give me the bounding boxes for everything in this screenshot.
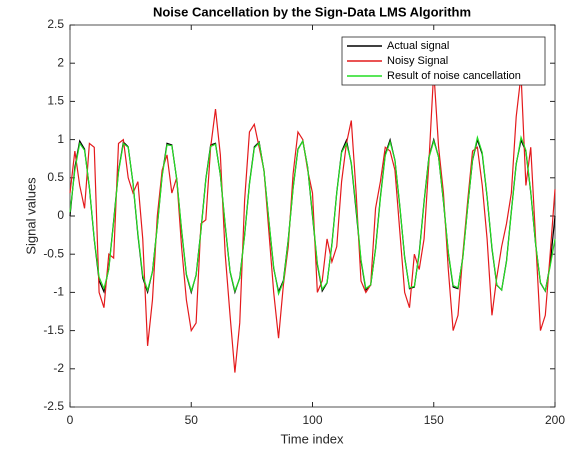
y-tick-label: -0.5 — [43, 246, 64, 260]
chart-title: Noise Cancellation by the Sign-Data LMS … — [153, 4, 471, 19]
x-axis-label: Time index — [280, 431, 344, 446]
y-tick-label: 0.5 — [47, 170, 64, 184]
y-tick-label: -2 — [53, 361, 64, 375]
y-tick-label: 1 — [57, 132, 64, 146]
x-tick-label: 200 — [545, 413, 565, 427]
legend-label: Noisy Signal — [387, 55, 448, 67]
y-tick-label: 1.5 — [47, 94, 64, 108]
x-tick-label: 150 — [424, 413, 444, 427]
x-tick-label: 100 — [302, 413, 322, 427]
x-tick-label: 0 — [67, 413, 74, 427]
y-tick-label: -2.5 — [43, 399, 64, 413]
x-tick-label: 50 — [185, 413, 199, 427]
y-axis-label: Signal values — [23, 177, 38, 255]
y-tick-label: 0 — [57, 208, 64, 222]
series-line — [69, 134, 556, 297]
legend-label: Result of noise cancellation — [387, 70, 521, 82]
y-tick-label: -1.5 — [43, 323, 64, 337]
y-tick-label: 2 — [57, 55, 64, 69]
legend-label: Actual signal — [387, 40, 449, 52]
y-tick-label: 2.5 — [47, 17, 64, 31]
y-tick-label: -1 — [53, 285, 64, 299]
